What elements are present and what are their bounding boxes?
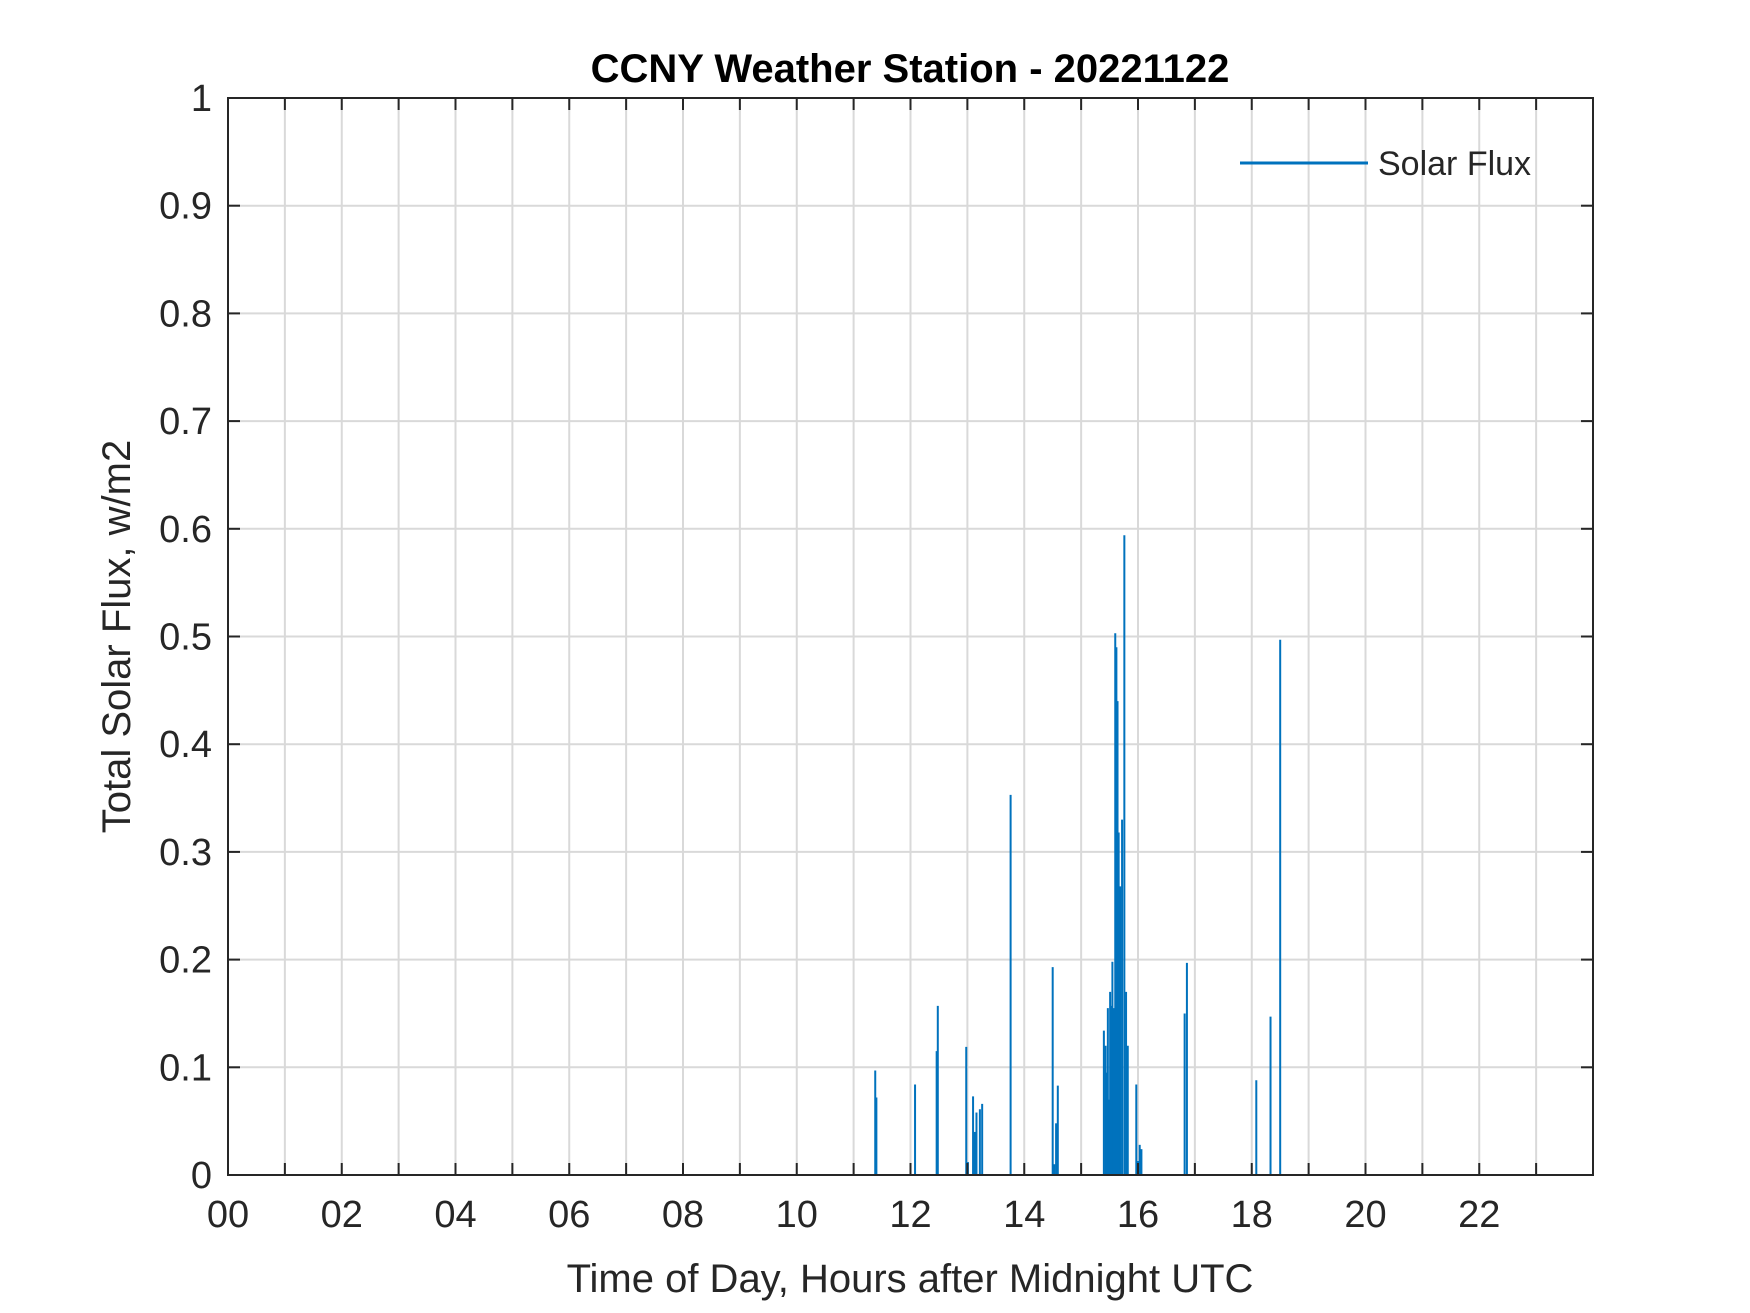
x-tick-label: 12 <box>889 1194 931 1236</box>
y-tick-label: 0.6 <box>159 509 212 551</box>
y-tick-label: 0.7 <box>159 401 212 443</box>
x-axis-label: Time of Day, Hours after Midnight UTC <box>567 1257 1254 1301</box>
x-tick-label: 00 <box>207 1194 249 1236</box>
y-tick-label: 0.3 <box>159 832 212 874</box>
legend: Solar Flux <box>1240 145 1531 183</box>
x-tick-label: 20 <box>1344 1194 1386 1236</box>
grid <box>228 98 1593 1175</box>
y-tick-label: 0.9 <box>159 186 212 228</box>
legend-label-solar-flux: Solar Flux <box>1378 145 1531 183</box>
x-tick-label: 06 <box>548 1194 590 1236</box>
y-tick-label: 0.1 <box>159 1047 212 1089</box>
plot-area: 00 02 04 06 08 10 12 14 16 18 20 22 0 0.1 0.2 0.3 0.4 0.5… <box>159 78 1594 1236</box>
x-tick-label: 02 <box>321 1194 363 1236</box>
tick-labels: 00 02 04 06 08 10 12 14 16 18 20 22 0 0.1 0.2 0.3 0.4 0.5… <box>159 78 1500 1236</box>
x-tick-label: 10 <box>776 1194 818 1236</box>
y-tick-label: 1 <box>191 78 212 120</box>
x-tick-label: 18 <box>1231 1194 1273 1236</box>
y-tick-label: 0.8 <box>159 293 212 335</box>
x-tick-label: 08 <box>662 1194 704 1236</box>
x-tick-label: 16 <box>1117 1194 1159 1236</box>
y-tick-label: 0 <box>191 1155 212 1197</box>
y-axis-label: Total Solar Flux, w/m2 <box>95 440 139 833</box>
chart-title: CCNY Weather Station - 20221122 <box>591 47 1230 91</box>
y-tick-label: 0.5 <box>159 617 212 659</box>
y-tick-label: 0.2 <box>159 940 212 982</box>
x-tick-label: 04 <box>434 1194 476 1236</box>
x-tick-label: 22 <box>1458 1194 1500 1236</box>
ticks <box>228 98 1593 1175</box>
y-tick-label: 0.4 <box>159 724 212 766</box>
x-tick-label: 14 <box>1003 1194 1045 1236</box>
